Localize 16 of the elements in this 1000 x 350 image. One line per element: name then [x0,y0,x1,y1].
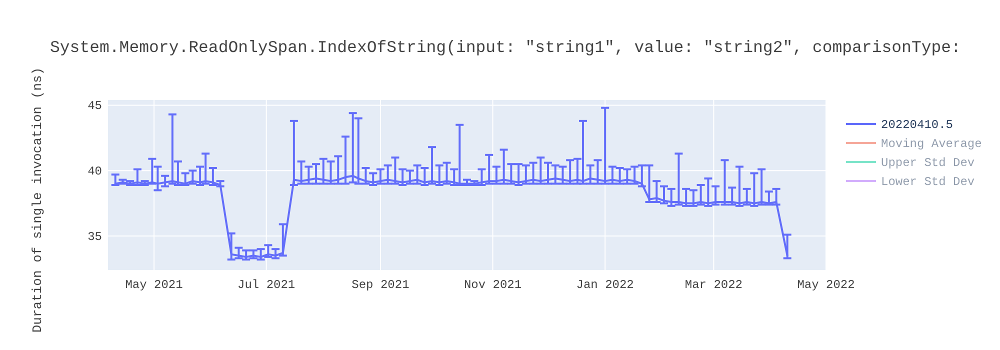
x-tick-label: Mar 2022 [684,278,742,292]
x-tick-label: May 2022 [797,278,855,292]
x-tick-label: Jan 2022 [576,278,634,292]
x-tick-label: Nov 2021 [464,278,522,292]
x-tick-label: Sep 2021 [352,278,410,292]
legend-label: Upper Std Dev [881,156,975,170]
y-tick-label: 35 [88,230,102,244]
legend-label: Moving Average [881,137,982,151]
y-tick-label: 40 [88,164,102,179]
y-axis-title: Duration of single invocation (ns) [30,67,45,333]
legend-label: Lower Std Dev [881,175,975,189]
chart-title: System.Memory.ReadOnlySpan.IndexOfString(input: "string1", value: "string2", comparisonType: [50,38,961,57]
y-tick-label: 45 [88,99,102,114]
x-tick-label: May 2021 [125,278,183,292]
legend-label: 20220410.5 [881,118,954,132]
x-tick-label: Jul 2021 [238,278,296,292]
